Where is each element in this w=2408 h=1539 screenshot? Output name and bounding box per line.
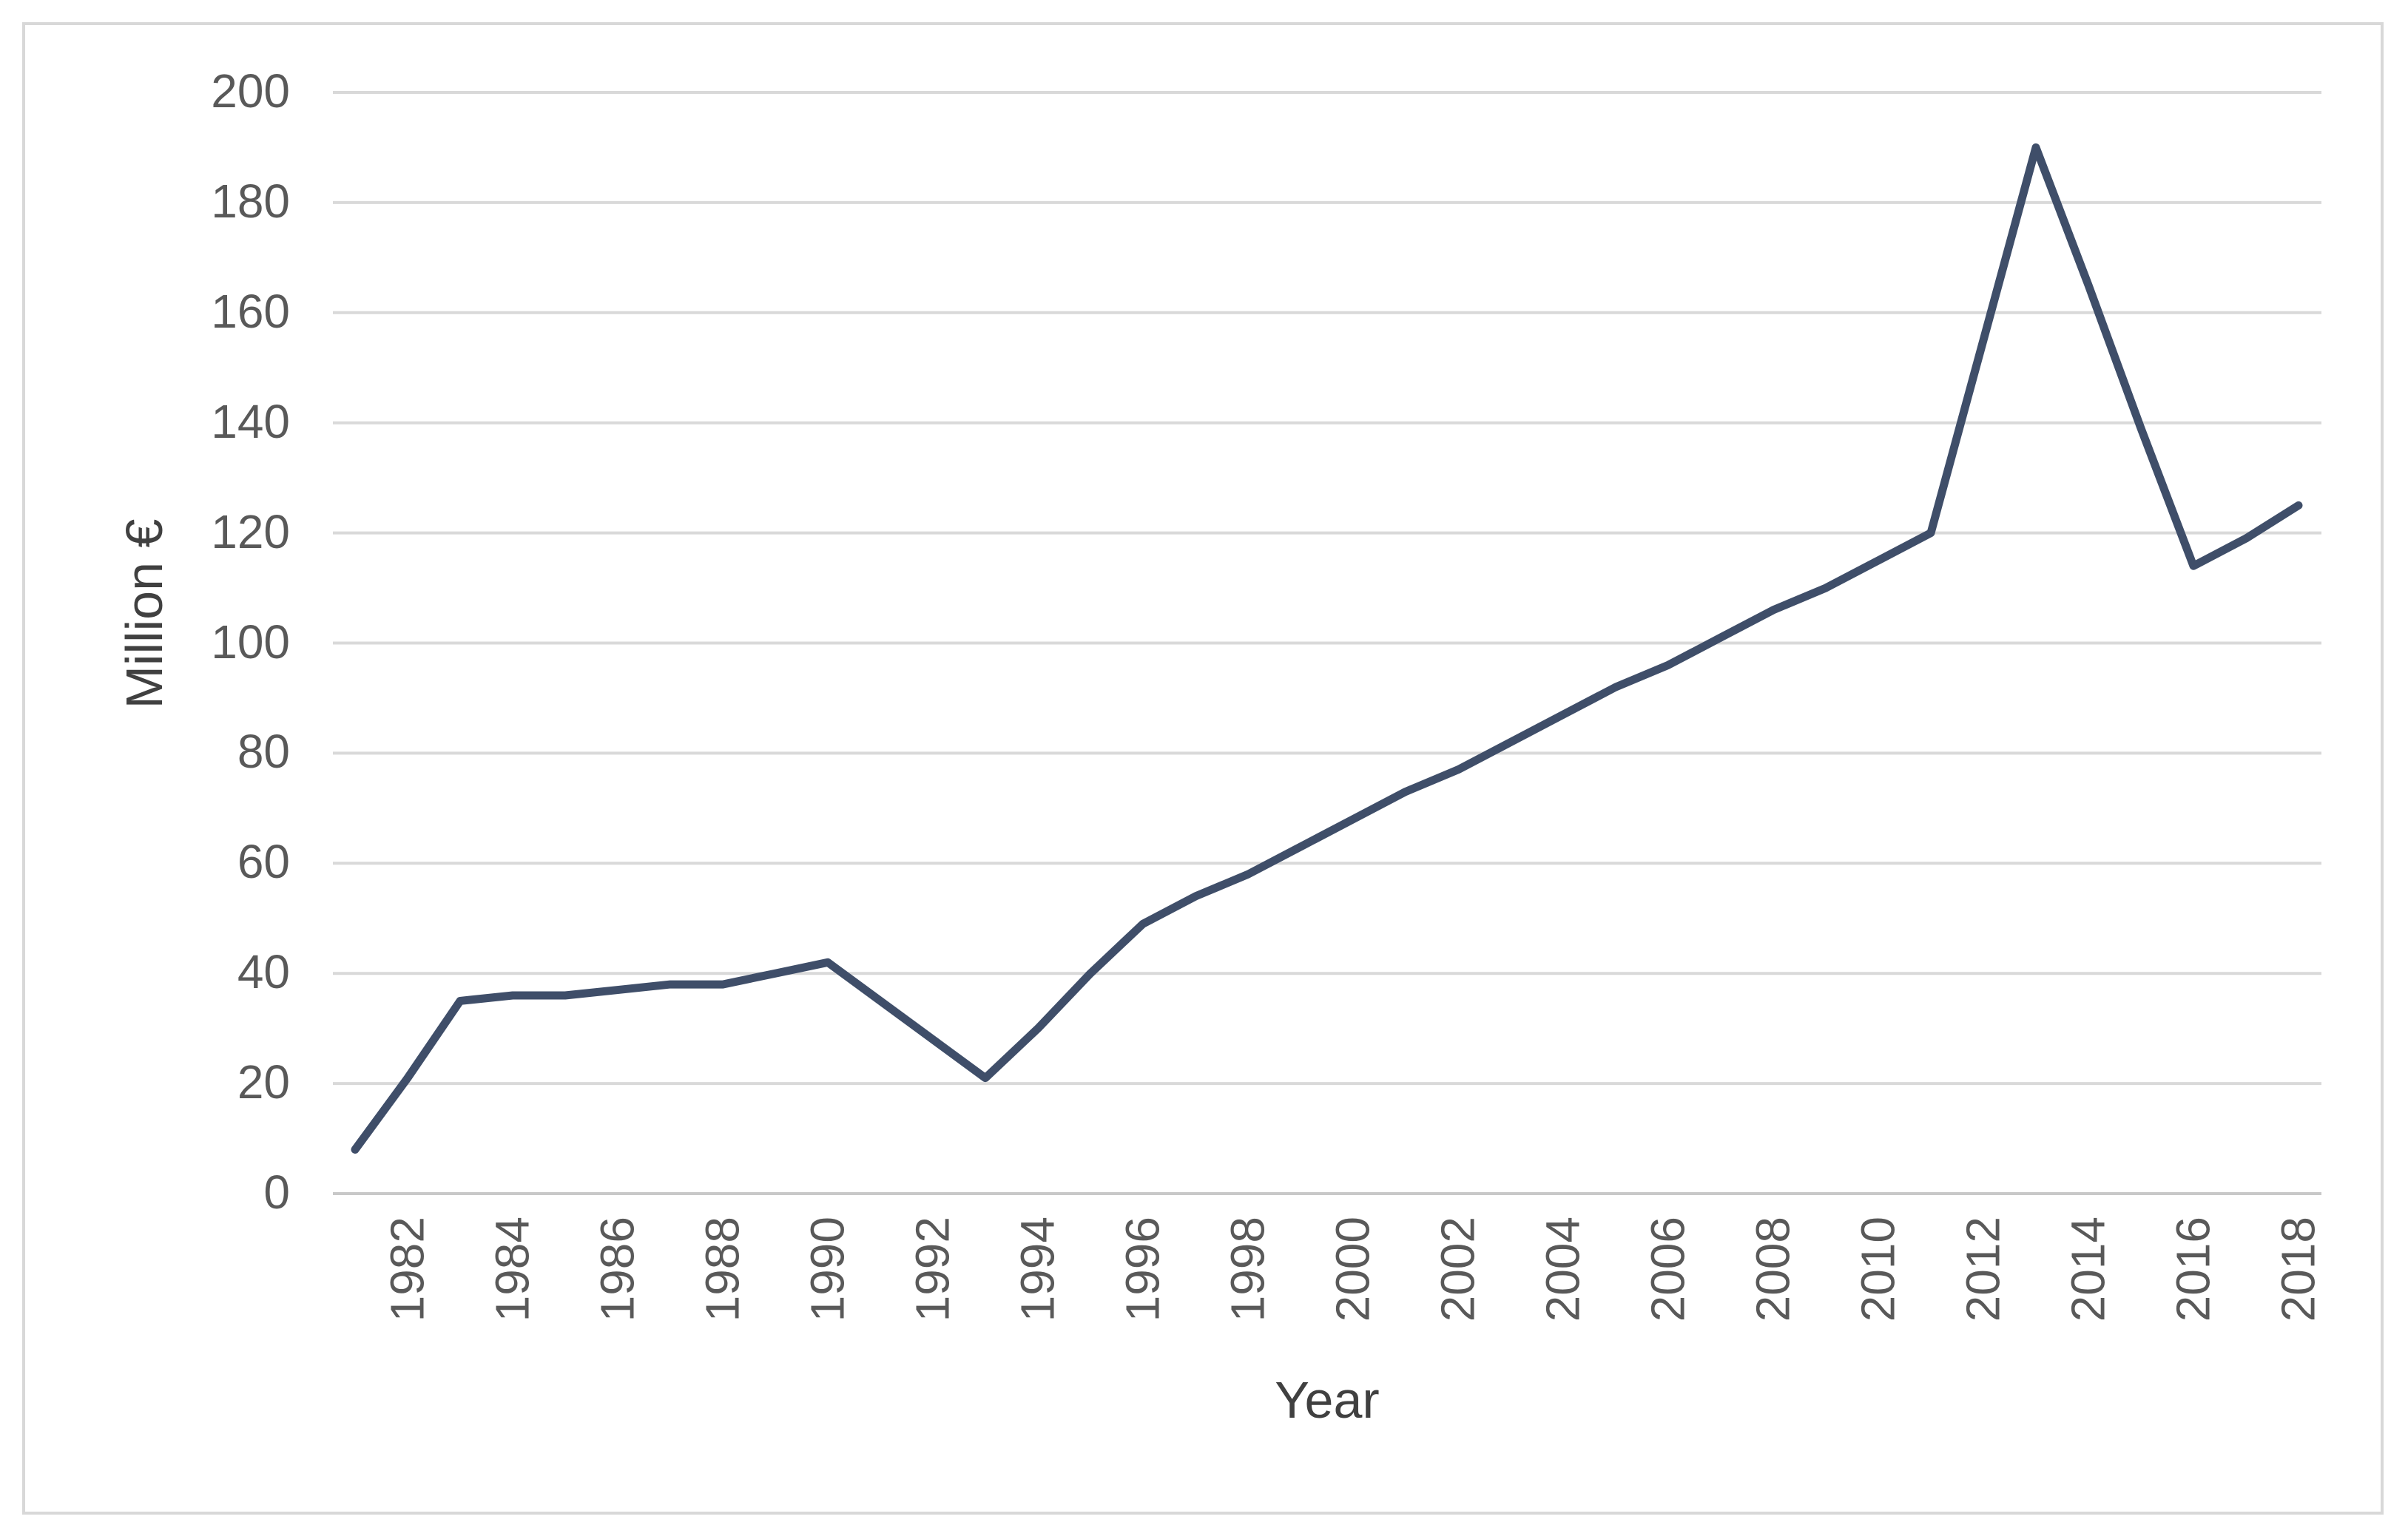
x-axis-tick-label: 1986 xyxy=(590,1217,644,1322)
data-series-line xyxy=(351,143,2303,1154)
x-axis-tick-label: 1992 xyxy=(905,1217,960,1322)
y-axis-tick-label: 180 xyxy=(211,174,290,228)
x-axis-tick-label: 1994 xyxy=(1011,1217,1065,1322)
x-axis-tick-label: 2018 xyxy=(2271,1217,2325,1322)
x-axis-tick-label: 1982 xyxy=(380,1217,434,1322)
y-axis-tick-label: 160 xyxy=(211,284,290,338)
y-axis-tick-label: 60 xyxy=(237,835,290,889)
y-axis-tick-label: 120 xyxy=(211,504,290,558)
x-axis-tick-label: 1984 xyxy=(485,1217,539,1322)
x-axis-tick-label: 2016 xyxy=(2166,1217,2220,1322)
x-axis-tick-label: 2002 xyxy=(1431,1217,1485,1322)
x-axis-tick-label: 2000 xyxy=(1326,1217,1380,1322)
x-axis-tick-label: 2004 xyxy=(1536,1217,1590,1322)
y-axis-tick-label: 20 xyxy=(237,1055,290,1109)
y-axis-tick-label: 200 xyxy=(211,64,290,118)
x-axis-tick-label: 2014 xyxy=(2061,1217,2115,1322)
x-axis-title: Year xyxy=(1275,1371,1380,1429)
y-axis-tick-label: 100 xyxy=(211,615,290,669)
x-axis-tick-label: 2006 xyxy=(1641,1217,1695,1322)
y-axis-tick-label: 40 xyxy=(237,945,290,999)
x-axis-tick-label: 2008 xyxy=(1746,1217,1800,1322)
y-axis-title: Million € xyxy=(115,518,173,709)
y-axis-tick-label: 140 xyxy=(211,394,290,448)
x-axis-tick-label: 1998 xyxy=(1221,1217,1275,1322)
y-axis-tick-label: 0 xyxy=(263,1166,290,1220)
x-axis-tick-label: 2010 xyxy=(1851,1217,1905,1322)
chart-border-frame xyxy=(22,22,2384,1515)
x-axis-tick-label: 1988 xyxy=(695,1217,749,1322)
x-axis-tick-label: 1990 xyxy=(800,1217,854,1322)
x-axis-tick-label: 2012 xyxy=(1956,1217,2010,1322)
x-axis-tick-label: 1996 xyxy=(1116,1217,1170,1322)
y-axis-tick-label: 80 xyxy=(237,725,290,779)
